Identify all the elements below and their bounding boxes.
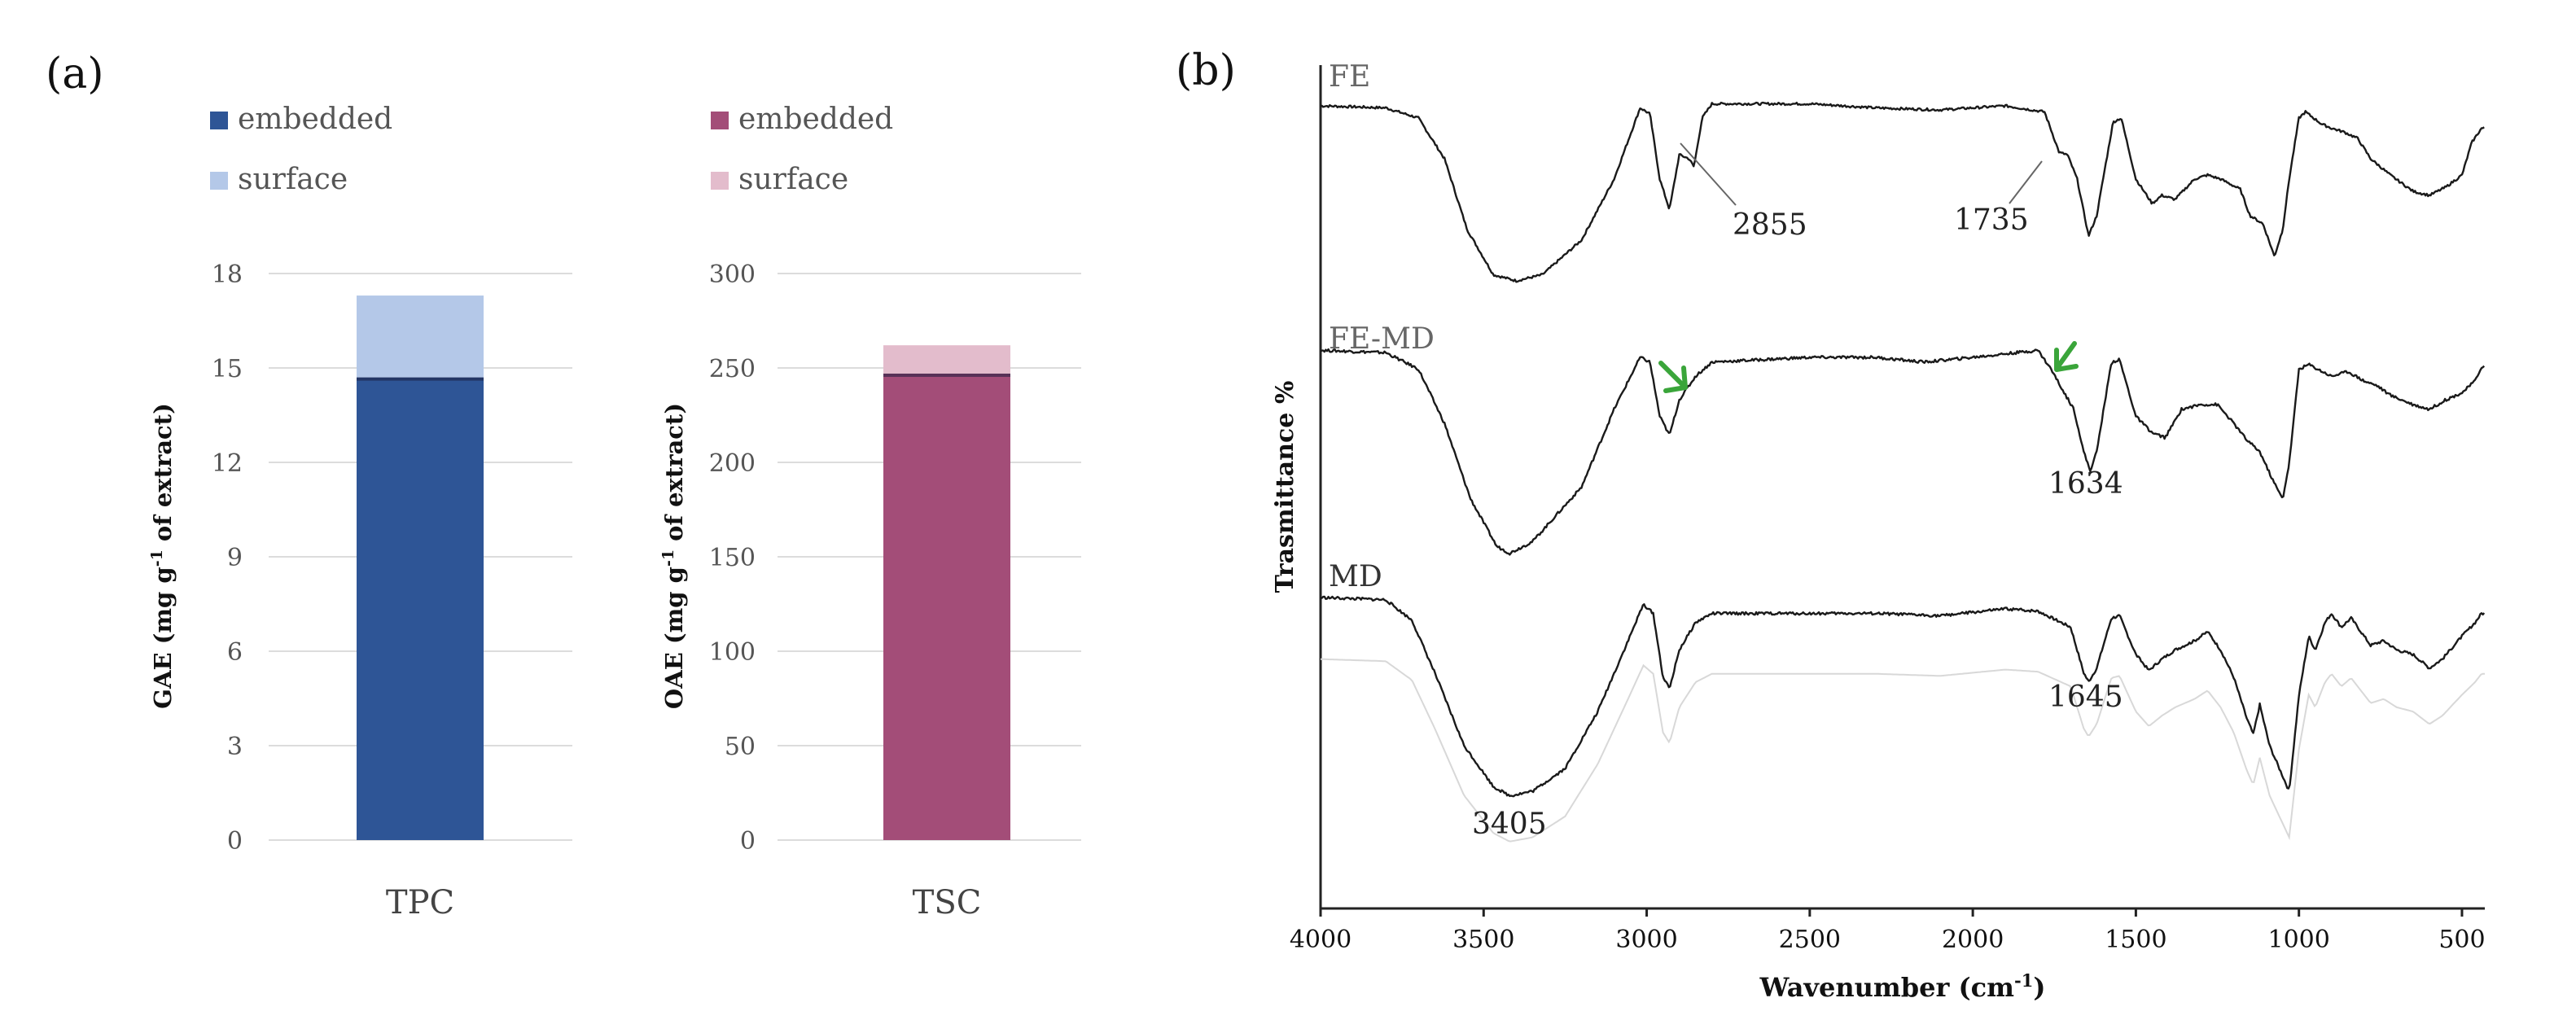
bar-segment-top-edge [883,371,1010,377]
panel-label-b: (b) [1176,46,1236,95]
bar-segment-embedded [883,373,1010,841]
annotation-2855-leader [1680,142,1737,206]
tsc-bars [883,345,1010,841]
annotation-1735-leader [2009,160,2043,204]
ftir-y-axis-label: Trasmittance % [1271,381,1299,593]
y-tick-label: 300 [709,260,756,289]
tpc-y-tick-labels: 0 3 6 9 12 15 18 [212,260,243,856]
y-axis-label-oae-tail: of extract) [660,403,688,549]
y-tick-label: 15 [212,355,243,383]
tpc-bar-chart: embedded surface GAE (mg g-1 of extract)… [148,103,572,921]
x-tick-label: 2000 [1942,926,2004,954]
annotation-2855: 2855 [1733,208,1807,242]
legend-label-surface-tpc: surface [238,163,348,196]
y-tick-label: 150 [709,544,756,572]
bar-segment-top-edge [357,375,484,381]
spectrum-md [1320,595,2486,798]
series-label-fe-md: FE-MD [1329,322,1435,356]
x-tick-label: 500 [2438,926,2485,954]
panel-label-a: (a) [46,50,104,98]
ftir-spectra-lines [1320,101,2486,843]
annotation-1735: 1735 [1954,204,2029,237]
y-axis-label-gae-tail: of extract) [149,403,177,549]
tpc-bars [357,295,484,841]
x-tick-label: 2500 [1779,926,1841,954]
legend-swatch-surface-tpc [210,172,228,190]
spectrum-fe-md [1320,348,2486,556]
bar-segment-surface [883,345,1010,374]
y-axis-label-gae-sup: -1 [148,549,166,567]
green-arrow-icon [2054,341,2079,372]
x-tick-label: 1000 [2268,926,2330,954]
y-axis-label-oae-main: OAE (mg g [660,567,688,709]
legend-label-embedded-tpc: embedded [238,103,392,136]
x-tick-label: 4000 [1290,926,1352,954]
legend-label-embedded-tsc: embedded [738,103,893,136]
spectrum-fe [1320,101,2485,283]
y-tick-label: 0 [227,827,243,856]
y-tick-label: 200 [709,449,756,478]
y-tick-label: 50 [725,733,756,761]
legend-swatch-embedded-tsc [711,112,729,129]
category-label-tpc: TPC [386,884,454,921]
ftir-x-axis-label-tail: ) [2033,972,2045,1003]
annotation-1634: 1634 [2048,467,2123,501]
y-axis-label-oae: OAE (mg g-1 of extract) [659,403,688,709]
y-axis-label-gae-main: GAE (mg g [149,567,177,709]
bar-segment-embedded [357,377,484,841]
x-tick-label: 1500 [2105,926,2166,954]
ftir-spectra-chart: 4000 3500 3000 2500 2000 1500 1000 500 FE FE-MD… [1271,60,2486,1003]
y-tick-label: 250 [709,355,756,383]
ftir-x-axis-label: Wavenumber (cm-1) [1759,970,2046,1004]
y-tick-label: 100 [709,638,756,667]
spectrum-md-reference [1320,658,2485,843]
x-tick-label: 3000 [1615,926,1677,954]
annotation-3405: 3405 [1472,808,1547,841]
y-tick-label: 12 [212,449,243,478]
tsc-y-tick-labels: 0 50 100 150 200 250 300 [709,260,756,856]
x-tick-label: 3500 [1452,926,1514,954]
series-label-fe: FE [1329,60,1370,94]
y-tick-label: 18 [212,260,243,289]
legend-label-surface-tsc: surface [738,163,848,196]
y-tick-label: 0 [740,827,756,856]
y-tick-label: 6 [227,638,243,667]
ftir-x-ticks: 4000 3500 3000 2500 2000 1500 1000 500 [1290,908,2486,954]
bar-segment-surface [357,295,484,378]
annotation-1645: 1645 [2048,681,2123,714]
legend-swatch-embedded-tpc [210,112,228,129]
green-arrow-icon [1658,361,1688,393]
legend-swatch-surface-tsc [711,172,729,190]
y-tick-label: 9 [227,544,243,572]
tsc-bar-chart: embedded surface OAE (mg g-1 of extract)… [659,103,1081,921]
ftir-x-axis-label-sup: -1 [2014,970,2033,991]
category-label-tsc: TSC [913,884,982,921]
y-tick-label: 3 [227,733,243,761]
y-axis-label-oae-sup: -1 [659,549,677,567]
series-label-md: MD [1329,560,1382,593]
ftir-x-axis-label-main: Wavenumber (cm [1759,972,2015,1003]
y-axis-label-gae: GAE (mg g-1 of extract) [148,403,177,709]
